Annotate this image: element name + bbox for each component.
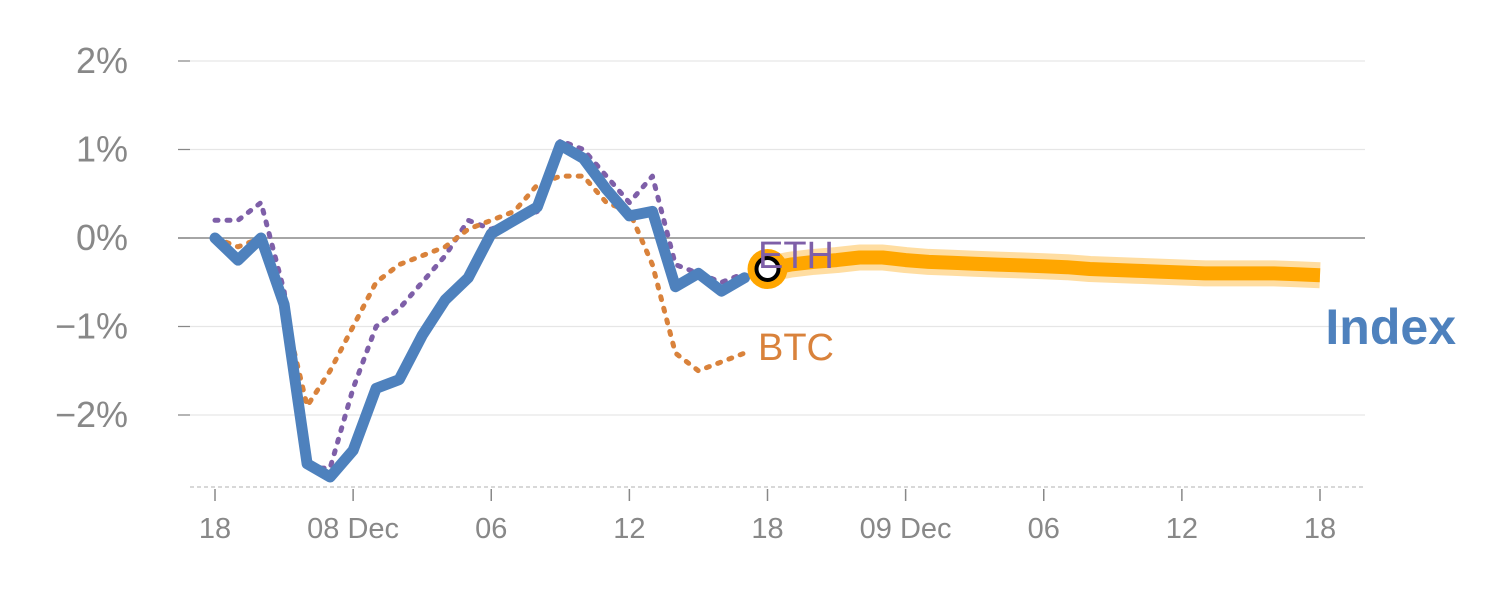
x-tick-label: 18 (751, 513, 783, 545)
series-label-index: Index (1325, 299, 1456, 355)
y-tick-label: −2% (55, 394, 128, 435)
series-lines (209, 138, 1321, 483)
y-axis: 2% 1% 0% −1% −2% (55, 40, 128, 435)
y-tick-label: −1% (55, 306, 128, 347)
x-tick-label: 12 (1166, 513, 1198, 545)
series-label-btc: BTC (758, 327, 834, 369)
x-tick-label: 18 (1304, 513, 1336, 545)
current-point-marker (754, 255, 781, 282)
x-tick-label: 06 (1028, 513, 1060, 545)
series-labels: ETH BTC Index (758, 235, 1456, 369)
y-tick-label: 2% (76, 40, 128, 81)
x-tick-label: 06 (475, 513, 507, 545)
x-axis: 18 08 Dec 06 12 18 09 Dec 06 12 18 (190, 486, 1365, 545)
series-line-index (209, 139, 750, 483)
series-label-eth: ETH (758, 235, 834, 277)
x-tick-label: 18 (199, 513, 231, 545)
series-line-btc (212, 173, 747, 409)
y-tick-label: 1% (76, 129, 128, 170)
x-tick-label: 09 Dec (860, 513, 952, 545)
x-tick-label: 08 Dec (307, 513, 399, 545)
forecast-line (766, 250, 1321, 283)
x-tick-label: 12 (613, 513, 645, 545)
y-tick-label: 0% (76, 217, 128, 258)
series-line-eth (212, 138, 747, 471)
